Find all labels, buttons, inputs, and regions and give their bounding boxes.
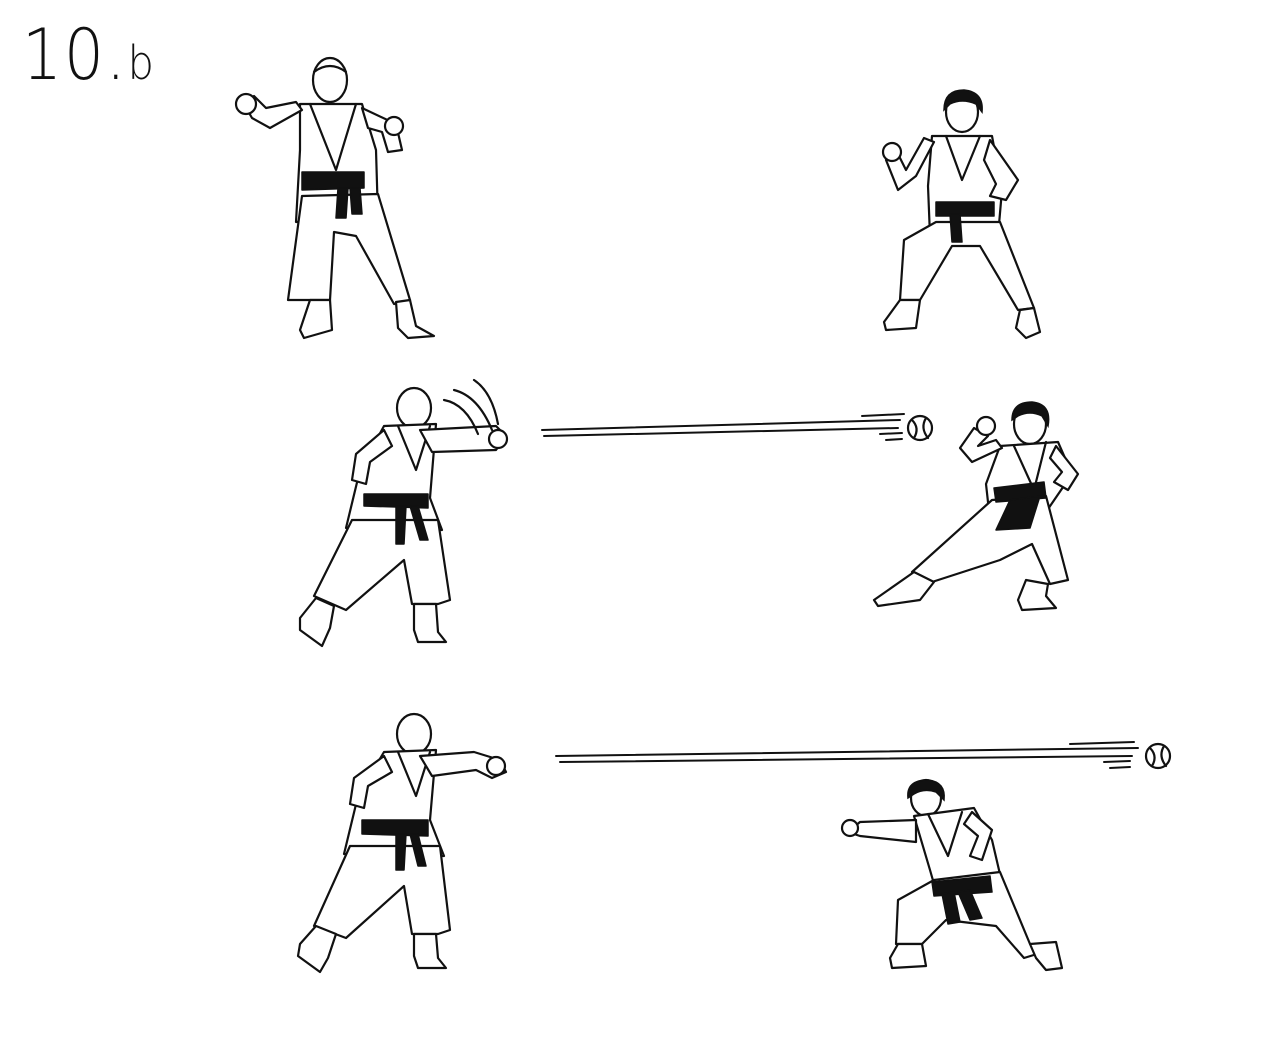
hair (1011, 401, 1050, 429)
gi-lapel (308, 102, 358, 172)
speed-line (885, 438, 903, 441)
gi-pants (910, 494, 1070, 586)
belt-knot (995, 495, 1041, 531)
ball-seam (922, 416, 930, 440)
figure-separator: . (105, 14, 128, 96)
gi-pants (312, 518, 452, 612)
motion-arc (442, 398, 480, 436)
gi-pants (286, 192, 412, 306)
left-fist (234, 92, 258, 116)
black-belt (361, 819, 429, 837)
karateka-dodging-stance (872, 401, 1080, 612)
gi-lapel (926, 810, 964, 858)
gi-pants (898, 220, 1036, 312)
black-belt (363, 493, 429, 509)
belt-tail (395, 505, 407, 545)
rear-arm (350, 428, 394, 486)
karateka-throwing-punch (298, 378, 509, 648)
left-foot (298, 298, 334, 340)
panel-3 (296, 712, 1172, 974)
head (395, 386, 433, 430)
figure-number: 10 (22, 14, 106, 96)
speed-line (1109, 766, 1131, 769)
speed-line (543, 427, 899, 437)
right-foot (394, 298, 436, 340)
rear-foot (1028, 940, 1064, 972)
hair (943, 89, 983, 114)
belt-tail-2 (957, 889, 983, 921)
black-belt (931, 875, 993, 897)
front-foot (412, 602, 448, 644)
right-foot (1014, 306, 1042, 340)
right-fist (383, 115, 405, 137)
ball-trail-1 (541, 413, 934, 442)
head (395, 712, 433, 756)
rear-foot (298, 596, 336, 648)
speed-line (861, 413, 905, 417)
belt-tail (941, 891, 961, 925)
speed-line (1069, 741, 1135, 745)
ball-seam (1148, 746, 1156, 768)
ball-seam (910, 418, 918, 440)
figure-letter: b (127, 36, 156, 90)
karateka-ready-stance (234, 56, 436, 340)
black-belt (301, 171, 365, 191)
hair (907, 779, 945, 802)
front-foot (412, 932, 448, 970)
black-belt (935, 201, 995, 217)
motion-arc (452, 388, 494, 432)
belt-tail-2 (409, 833, 427, 867)
punching-fist (485, 755, 507, 777)
karateka-low-punch (840, 778, 1064, 972)
speed-line (541, 419, 901, 431)
ball-trail-2 (555, 741, 1172, 770)
front-foot (872, 570, 936, 608)
punching-fist (487, 428, 509, 450)
karateka-guard-stance (881, 89, 1042, 340)
rear-arm (1048, 444, 1080, 492)
right-arm (982, 138, 1020, 202)
karateka-punch-follow-through (296, 712, 508, 974)
punching-fist (840, 818, 860, 838)
gi-pants (312, 844, 452, 940)
rear-foot (1016, 578, 1058, 612)
hairline (312, 64, 348, 74)
rear-arm (348, 754, 394, 810)
belt-tail (335, 187, 349, 219)
speed-line (555, 747, 1139, 757)
belt-tail (949, 213, 963, 243)
gi-lapel (944, 134, 982, 182)
belt-tail-2 (409, 505, 429, 541)
speed-line (1103, 760, 1131, 763)
belt-tail-2 (349, 187, 363, 215)
panel-1 (234, 56, 1042, 340)
front-foot (888, 942, 928, 970)
left-foot (882, 298, 922, 332)
guard-fist (975, 415, 997, 437)
motion-arc (472, 378, 500, 426)
left-fist (881, 141, 903, 163)
figure-label: 10.b (22, 20, 156, 90)
rear-arm (962, 810, 994, 862)
rear-foot (296, 924, 338, 974)
speed-line (559, 755, 1133, 763)
belt-tail (395, 833, 407, 871)
ball-seam (1160, 744, 1168, 768)
panel-2 (298, 378, 1080, 648)
head (311, 56, 349, 104)
speed-line (879, 432, 903, 435)
